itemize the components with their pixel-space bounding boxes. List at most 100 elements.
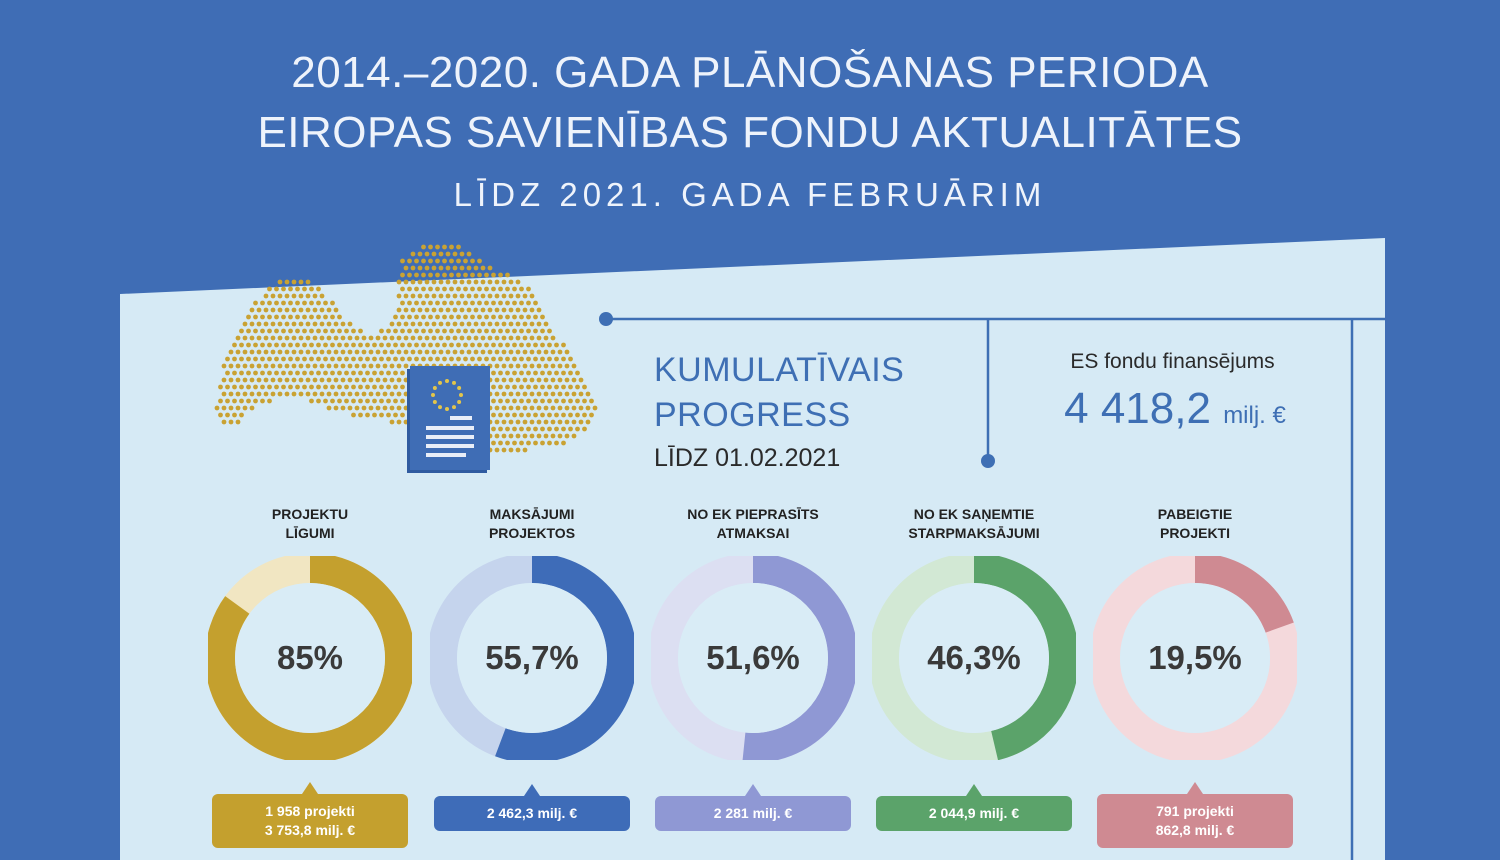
map-dot	[449, 314, 454, 320]
map-dot	[536, 363, 542, 369]
map-dot	[522, 321, 528, 327]
map-dot	[400, 342, 405, 348]
map-dot	[291, 307, 297, 313]
map-dot	[421, 356, 426, 362]
map-dot	[414, 342, 419, 348]
map-dot	[365, 398, 370, 404]
map-dot	[382, 349, 388, 355]
map-dot	[512, 384, 517, 390]
map-dot	[428, 244, 433, 250]
map-dot	[501, 279, 507, 285]
value-box-pointer	[302, 782, 318, 794]
map-dot	[452, 251, 458, 257]
map-dot	[445, 293, 451, 299]
map-dot	[246, 342, 251, 348]
map-dot	[547, 342, 552, 348]
map-dot	[554, 426, 559, 432]
map-dot	[512, 370, 517, 376]
map-dot	[295, 384, 300, 390]
map-dot	[235, 349, 241, 355]
indicator-label-line-2: STARPMAKSĀJUMI	[908, 525, 1040, 541]
map-dot	[431, 279, 437, 285]
map-dot	[256, 363, 262, 369]
map-dot	[536, 307, 542, 313]
map-dot	[557, 405, 563, 411]
map-dot	[358, 384, 363, 390]
map-dot	[253, 328, 258, 334]
map-dot	[456, 356, 461, 362]
map-dot	[365, 412, 370, 418]
map-dot	[379, 328, 384, 334]
map-dot	[256, 349, 262, 355]
map-dot	[417, 293, 423, 299]
map-dot	[470, 356, 475, 362]
map-dot	[435, 328, 440, 334]
map-dot	[519, 440, 524, 446]
map-dot	[396, 363, 402, 369]
map-dot	[312, 321, 318, 327]
donut-svg	[869, 553, 1079, 763]
map-dot	[414, 286, 419, 292]
map-dot	[340, 349, 346, 355]
map-dot	[302, 314, 307, 320]
map-dot	[543, 419, 549, 425]
map-dot	[501, 405, 507, 411]
donut-svg	[205, 553, 415, 763]
map-dot	[536, 419, 542, 425]
map-dot	[305, 279, 311, 285]
map-dot	[477, 286, 482, 292]
map-dot	[484, 356, 489, 362]
map-dot	[228, 391, 234, 397]
map-dot	[554, 384, 559, 390]
map-dot	[337, 328, 342, 334]
map-dot	[463, 314, 468, 320]
map-dot	[375, 349, 381, 355]
map-dot	[312, 335, 318, 341]
map-dot	[515, 391, 521, 397]
map-dot	[466, 335, 472, 341]
map-dot	[358, 342, 363, 348]
eu-star	[438, 380, 442, 385]
map-dot	[435, 342, 440, 348]
map-dot	[403, 265, 409, 271]
map-dot	[396, 377, 402, 383]
map-dot	[536, 433, 542, 439]
map-dot	[585, 391, 591, 397]
map-dot	[354, 335, 360, 341]
map-dot	[417, 265, 423, 271]
value-box-line-2: 3 753,8 milj. €	[264, 822, 356, 838]
map-dot	[263, 391, 269, 397]
map-dot	[288, 384, 293, 390]
map-dot	[417, 307, 423, 313]
map-dot	[589, 398, 594, 404]
map-dot	[550, 335, 556, 341]
map-dot	[256, 307, 262, 313]
map-dot	[564, 405, 570, 411]
map-dot	[400, 356, 405, 362]
map-dot	[288, 356, 293, 362]
map-dot	[505, 342, 510, 348]
map-dot	[515, 279, 521, 285]
map-dot	[291, 391, 297, 397]
map-dot	[333, 391, 339, 397]
map-dot	[375, 377, 381, 383]
map-dot	[435, 244, 440, 250]
indicator-label-line-1: NO EK SAŅEMTIE	[913, 506, 1035, 522]
map-dot	[438, 349, 444, 355]
map-dot	[459, 279, 465, 285]
map-dot	[501, 307, 507, 313]
map-dot	[386, 342, 391, 348]
map-dot	[470, 258, 475, 264]
map-dot	[571, 433, 577, 439]
map-dot	[358, 398, 363, 404]
map-dot	[407, 342, 412, 348]
map-dot	[487, 307, 493, 313]
map-dot	[333, 405, 339, 411]
map-dot	[491, 342, 496, 348]
map-dot	[428, 314, 433, 320]
map-dot	[218, 412, 223, 418]
map-dot	[309, 370, 314, 376]
map-dot	[375, 405, 381, 411]
map-dot	[375, 391, 381, 397]
map-dot	[386, 328, 391, 334]
